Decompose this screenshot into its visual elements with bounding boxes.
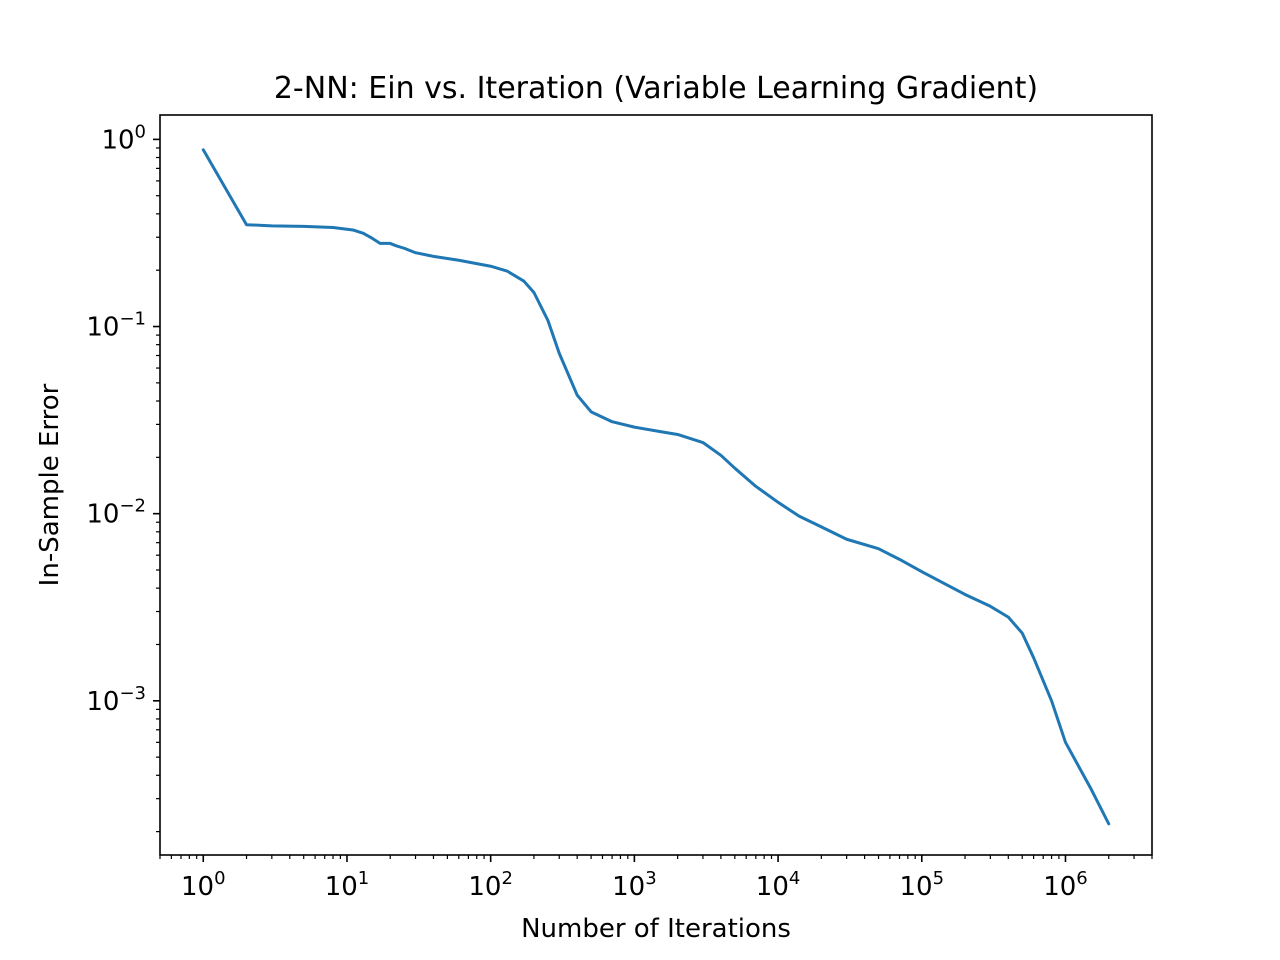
plot-frame <box>159 114 1153 856</box>
x-axis-label: Number of Iterations <box>521 914 791 944</box>
y-ticks: 100 10−1 10−2 10−3 <box>86 121 160 717</box>
y-axis-label: In-Sample Error <box>35 383 65 586</box>
x-tick-label: 104 <box>756 868 801 902</box>
x-tick-label: 100 <box>181 868 226 902</box>
x-tick-label: 101 <box>325 868 370 902</box>
y-tick-label: 10−1 <box>86 309 146 343</box>
y-tick-label: 100 <box>101 121 146 155</box>
x-ticks: 100 101 102 103 104 105 106 <box>181 855 1088 902</box>
data-line <box>201 148 1111 826</box>
x-tick-label: 102 <box>468 868 513 902</box>
x-tick-label: 105 <box>900 868 945 902</box>
x-tick-label: 106 <box>1043 868 1088 902</box>
y-tick-label: 10−2 <box>86 496 146 530</box>
y-tick-label: 10−3 <box>86 683 146 717</box>
x-tick-label: 103 <box>612 868 657 902</box>
chart-title: 2-NN: Ein vs. Iteration (Variable Learni… <box>274 71 1038 106</box>
